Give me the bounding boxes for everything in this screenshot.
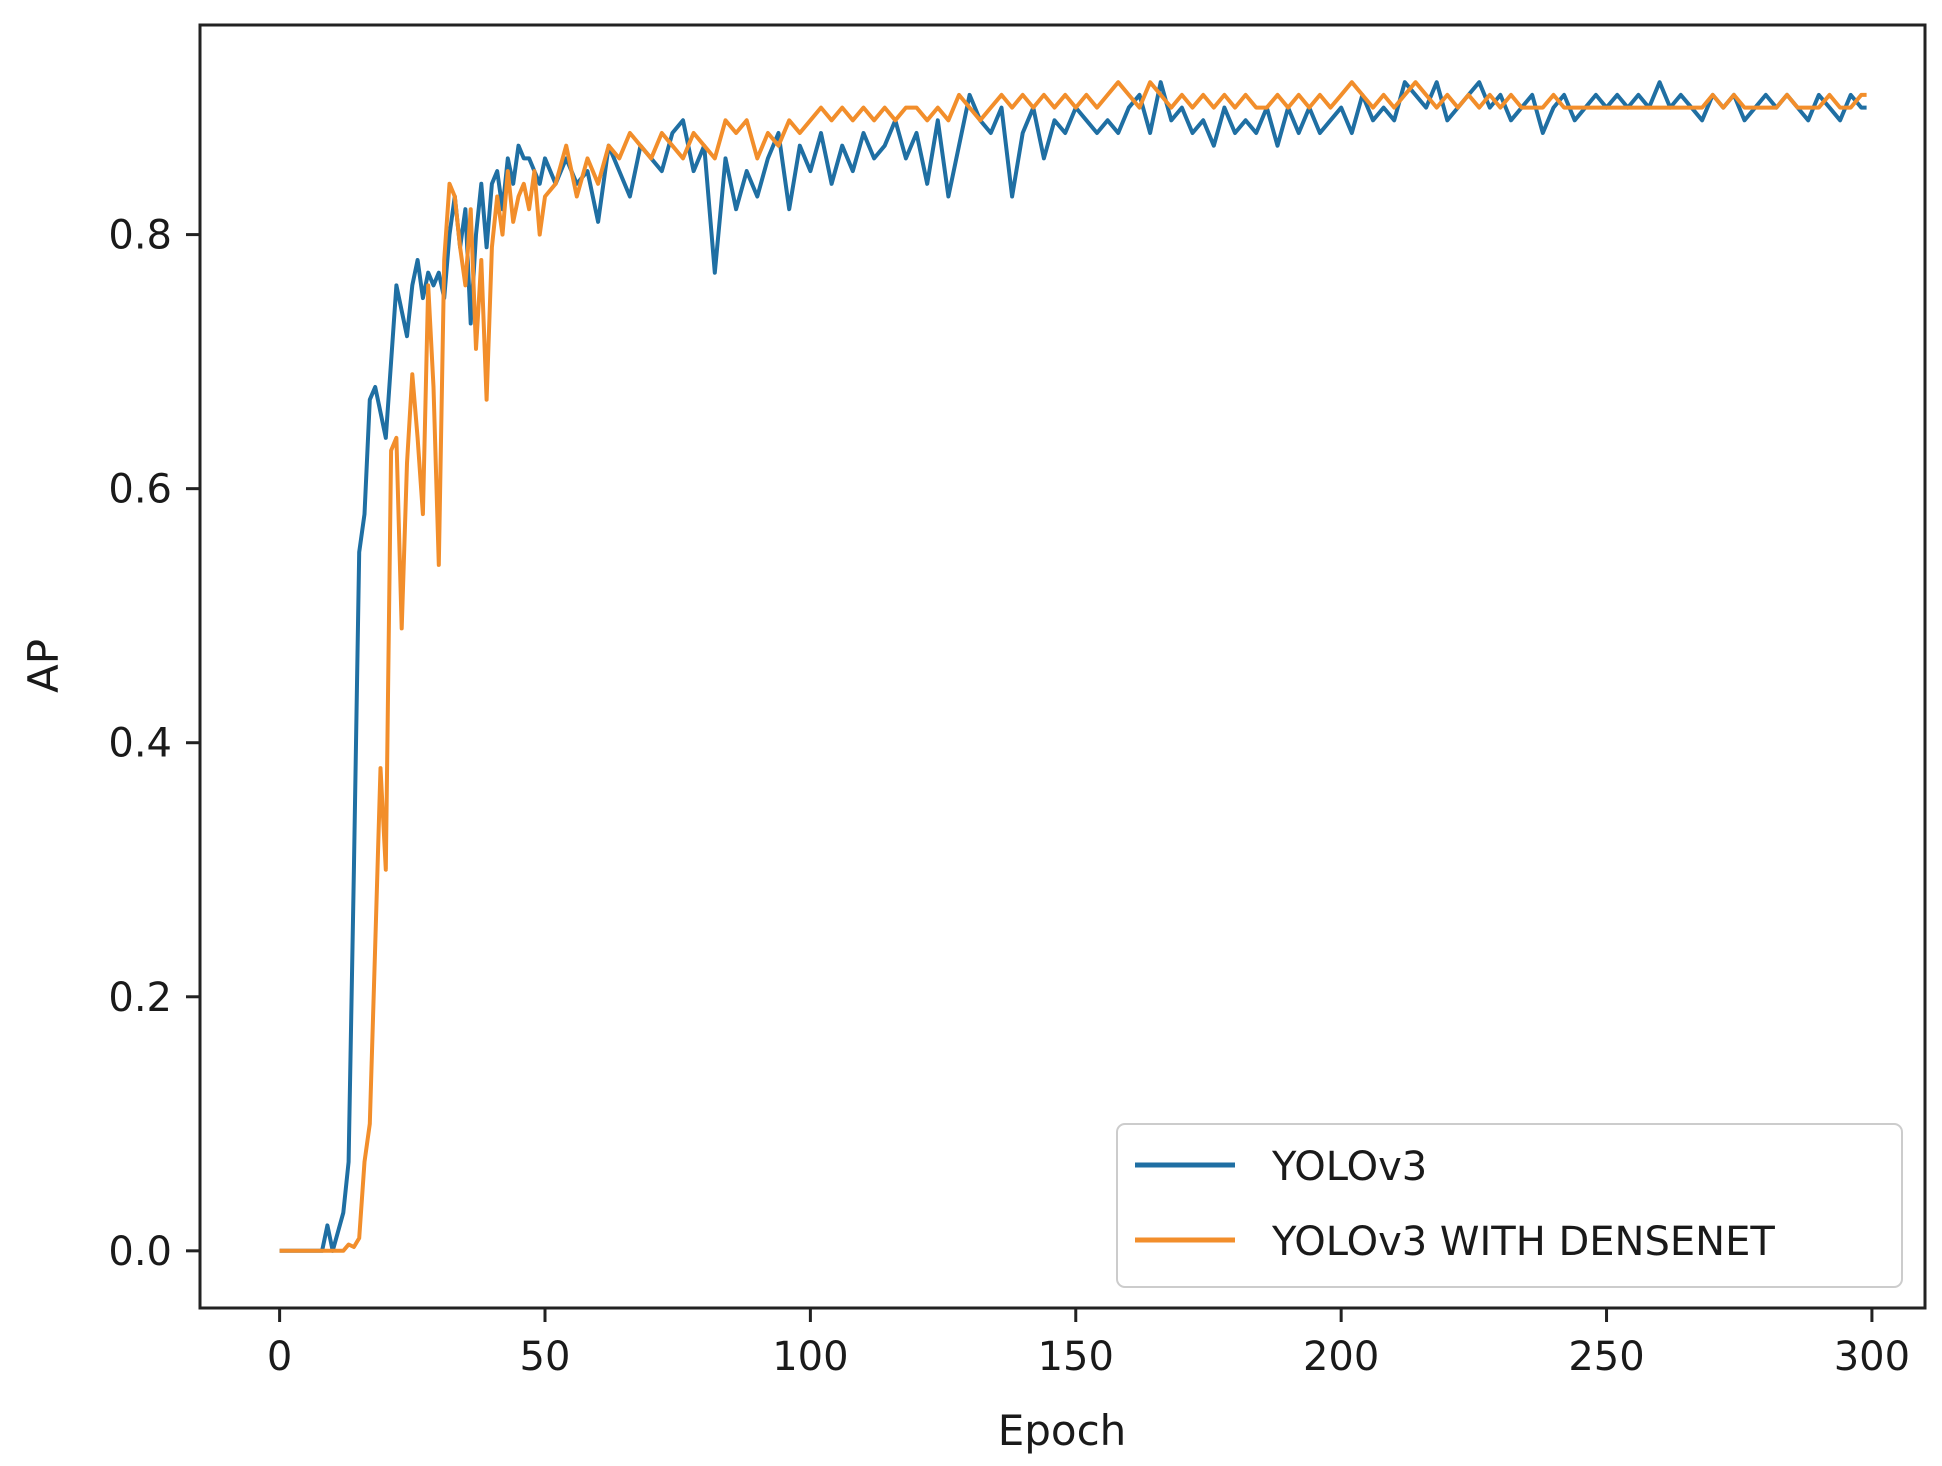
series-layer (279, 80, 1867, 1253)
legend: YOLOv3 YOLOv3 WITH DENSENET (1116, 1123, 1903, 1288)
x-tick-label: 0 (267, 1334, 292, 1380)
x-tick-label: 100 (772, 1334, 848, 1380)
series-line-yolov3-with-densenet (279, 80, 1867, 1253)
y-tick-label: 0.8 (108, 213, 172, 259)
legend-frame (1116, 1123, 1903, 1288)
plot-frame (198, 23, 1927, 1310)
x-tick-label: 300 (1834, 1334, 1910, 1380)
x-axis-label: Epoch (998, 1406, 1127, 1455)
x-tick-label: 250 (1568, 1334, 1644, 1380)
y-tick-label: 0.2 (108, 975, 172, 1021)
axis-layer: 0 50 100 150 200 250 300 0.0 0.2 0.4 0.6 0.8 (108, 213, 1910, 1380)
x-tick-label: 200 (1303, 1334, 1379, 1380)
x-tick-label: 150 (1038, 1334, 1114, 1380)
y-tick-label: 0.6 (108, 467, 172, 513)
legend-label-yolov3: YOLOv3 (1271, 1144, 1427, 1190)
x-tick-label: 50 (520, 1334, 571, 1380)
y-tick-label: 0.0 (108, 1229, 172, 1275)
y-tick-label: 0.4 (108, 721, 172, 767)
legend-label-yolov3-with-densenet: YOLOv3 WITH DENSENET (1271, 1219, 1775, 1265)
y-axis-label: AP (19, 639, 68, 693)
